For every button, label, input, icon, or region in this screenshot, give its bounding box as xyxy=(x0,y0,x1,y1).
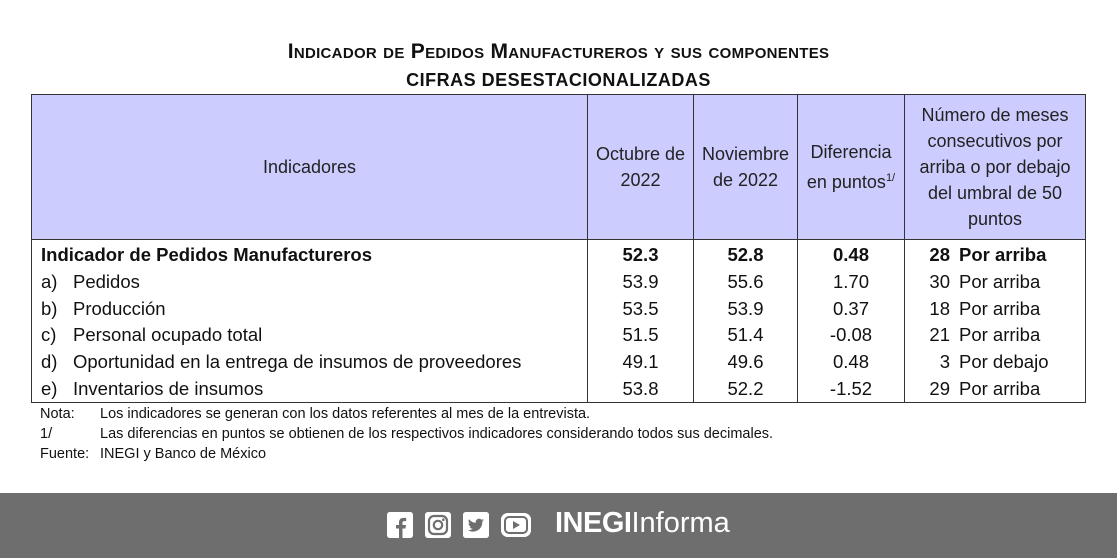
header-indicadores: Indicadores xyxy=(31,94,588,240)
table-row: Indicador de Pedidos Manufactureros 52.3… xyxy=(31,239,1086,269)
header-october: Octubre de 2022 xyxy=(587,94,694,240)
header-november: Noviembre de 2022 xyxy=(693,94,798,240)
table-row: e) Inventarios de insumos 53.8 52.2 -1.52… xyxy=(31,375,1086,404)
social-icons xyxy=(387,512,531,538)
row-oct: 53.8 xyxy=(587,375,694,404)
header-months: Número de meses consecutivos por arriba … xyxy=(904,94,1086,240)
row-oct: 53.5 xyxy=(587,295,694,323)
row-nov: 52.2 xyxy=(693,375,798,404)
row-months: 28 Por arriba xyxy=(904,239,1086,269)
row-nov: 49.6 xyxy=(693,348,798,376)
row-nov: 53.9 xyxy=(693,295,798,323)
row-name: b) Producción xyxy=(31,295,588,323)
row-months: 21 Por arriba xyxy=(904,322,1086,349)
table-row: b) Producción 53.5 53.9 0.37 18 Por arriba xyxy=(31,295,1086,323)
row-name: Indicador de Pedidos Manufactureros xyxy=(31,239,588,269)
note-fuente: Fuente: INEGI y Banco de México xyxy=(40,446,267,462)
row-name: e) Inventarios de insumos xyxy=(31,375,588,404)
note-1: 1/Las diferencias en puntos se obtienen … xyxy=(40,426,774,442)
row-diff: -1.52 xyxy=(797,375,905,404)
row-name: a) Pedidos xyxy=(31,268,588,296)
table-header-row: Indicadores Octubre de 2022 Noviembre de… xyxy=(31,94,1086,240)
row-nov: 51.4 xyxy=(693,322,798,349)
page-title: Indicador de Pedidos Manufactureros y su… xyxy=(287,40,830,63)
row-nov: 52.8 xyxy=(693,239,798,269)
twitter-icon[interactable] xyxy=(463,512,489,538)
note-nota: Nota: Los indicadores se generan con los … xyxy=(40,406,591,422)
instagram-icon[interactable] xyxy=(425,512,451,538)
inegi-informa-logo: INEGIInforma xyxy=(555,507,730,539)
table-row: c) Personal ocupado total 51.5 51.4 -0.08… xyxy=(31,322,1086,349)
row-oct: 52.3 xyxy=(587,239,694,269)
row-months: 30 Por arriba xyxy=(904,268,1086,296)
indicators-table: Indicadores Octubre de 2022 Noviembre de… xyxy=(31,94,1086,404)
row-name: c) Personal ocupado total xyxy=(31,322,588,349)
table-row: a) Pedidos 53.9 55.6 1.70 30 Por arriba xyxy=(31,268,1086,296)
table-notes: Nota: Los indicadores se generan con los … xyxy=(40,404,773,464)
footer-bar: INEGIInforma xyxy=(0,493,1117,558)
row-diff: 0.37 xyxy=(797,295,905,323)
youtube-icon[interactable] xyxy=(501,513,531,537)
facebook-icon[interactable] xyxy=(387,512,413,538)
header-difference: Diferencia en puntos1/ xyxy=(797,94,905,240)
row-oct: 53.9 xyxy=(587,268,694,296)
row-nov: 55.6 xyxy=(693,268,798,296)
row-oct: 49.1 xyxy=(587,348,694,376)
row-diff: 1.70 xyxy=(797,268,905,296)
row-diff: -0.08 xyxy=(797,322,905,349)
row-diff: 0.48 xyxy=(797,239,905,269)
table-row: d) Oportunidad en la entrega de insumos d… xyxy=(31,348,1086,376)
row-diff: 0.48 xyxy=(797,348,905,376)
page-subtitle: CIFRAS DESESTACIONALIZADAS xyxy=(406,70,711,90)
row-months: 29 Por arriba xyxy=(904,375,1086,404)
row-name: d) Oportunidad en la entrega de insumos d… xyxy=(31,348,588,376)
row-months: 3 Por debajo xyxy=(904,348,1086,376)
row-oct: 51.5 xyxy=(587,322,694,349)
row-months: 18 Por arriba xyxy=(904,295,1086,323)
